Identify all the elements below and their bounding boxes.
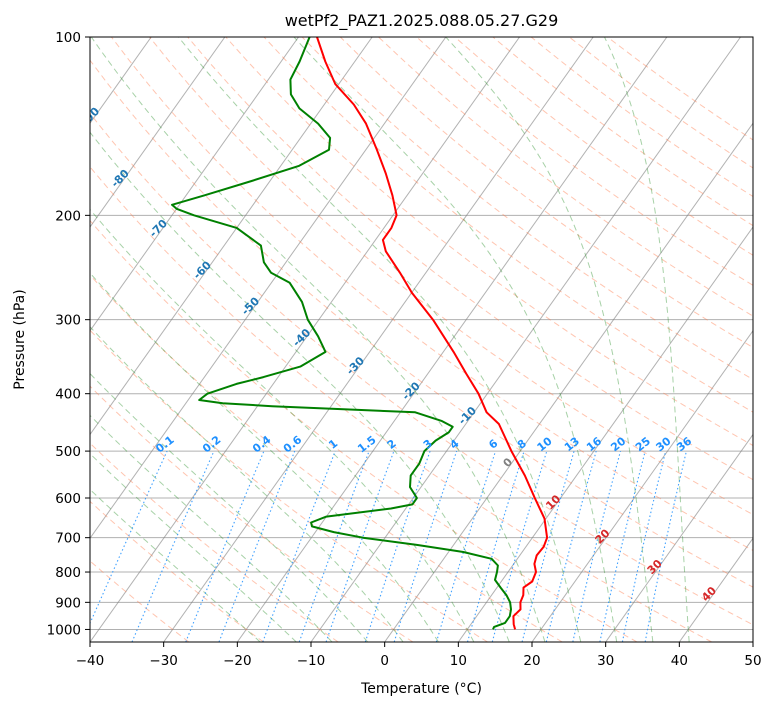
x-tick-label: 50 [744,653,761,669]
y-tick-label: 600 [55,491,81,507]
y-tick-label: 500 [55,444,81,460]
dewpoint-profile-line [171,37,512,630]
dry-adiabat-line [90,274,563,642]
dry-adiabat-line [111,37,753,552]
moist-adiabat-line [90,488,261,642]
moist-adiabat-line [90,208,475,642]
mixing-ratio-line [298,450,370,642]
moist-adiabat-line [90,272,439,642]
x-tick-label: 20 [523,653,540,669]
temperature-profile-line [316,37,549,630]
dry-adiabat-line [90,219,638,642]
y-tick-label: 100 [55,30,81,46]
mixing-ratio-line [545,450,597,642]
moist-adiabat-line [90,37,546,642]
y-axis-title: Pressure (hPa) [12,289,28,389]
isotherm-line [90,37,299,332]
mixing-ratio-line [185,450,265,642]
isotherm-line [531,329,753,642]
y-tick-label: 900 [55,595,81,611]
moist-adiabat-line [90,131,510,642]
isotherm-line [90,37,520,642]
y-tick-label: 200 [55,208,81,224]
dry-adiabat-line [90,166,712,642]
dry-adiabat-line [90,385,414,642]
mixing-ratio-line [599,450,646,642]
mixing-ratio-line [90,450,168,625]
isotherm-line [384,122,753,642]
dry-adiabat-line [90,59,753,588]
x-tick-label: 0 [380,653,389,669]
moist-adiabat-line [604,37,690,642]
isotherm-line [236,37,668,642]
mixing-ratio-line [521,450,575,642]
mixing-ratio-line [466,450,525,642]
x-tick-label: −40 [76,653,105,669]
x-tick-label: 30 [597,653,614,669]
dry-adiabat-line [90,329,488,642]
moist-adiabat-line [445,37,654,642]
chart-title: wetPf2_PAZ1.2025.088.05.27.G29 [285,11,559,31]
isotherm-line [678,537,753,642]
y-tick-label: 800 [55,565,81,581]
dry-adiabat-line [378,37,753,317]
mixing-ratio-line [131,450,215,642]
x-tick-label: −20 [223,653,252,669]
moist-adiabat-line [293,37,618,642]
axes: −40 −30 −20 −10 0 10 20 30 40 50 100 200 300 400 500 60… [47,30,762,669]
dry-adiabat-line [90,500,264,642]
isotherm-line [90,37,373,436]
profile-lines [171,37,549,630]
isotherm-line [90,37,447,540]
dry-adiabat-line [90,112,753,626]
y-tick-label: 400 [55,387,81,403]
x-tick-label: −10 [297,653,326,669]
mixing-ratio-line [218,450,296,642]
dry-adiabat-line [339,37,753,349]
moist-adiabat-line [90,372,369,642]
dry-adiabat-line [301,37,753,381]
x-tick-label: 10 [450,653,467,669]
moist-adiabat-line [90,452,297,642]
y-tick-label: 1000 [47,622,81,638]
isotherm-line [163,37,594,642]
x-tick-label: 40 [671,653,688,669]
plot-frame [89,36,754,643]
plot-area [90,37,753,642]
x-axis-title: Temperature (°C) [360,681,482,697]
mixing-ratio-line [393,450,458,642]
mixing-ratio-line [364,450,431,642]
mixing-ratio-line [621,450,667,642]
isotherm-line [457,226,753,642]
mixing-ratio-line [572,450,622,642]
isotherm-line [605,433,753,642]
y-tick-label: 700 [55,531,81,547]
dry-adiabat-line [187,37,753,481]
background-lines [90,37,753,642]
isotherm-line [90,37,226,228]
y-tick-label: 300 [55,313,81,329]
mixing-ratio-line [435,450,497,642]
mixing-ratio-line [262,450,336,642]
mixing-ratio-line [325,450,395,642]
moist-adiabat-line [90,326,404,642]
dry-adiabat-line [149,37,753,516]
x-tick-label: −30 [149,653,178,669]
